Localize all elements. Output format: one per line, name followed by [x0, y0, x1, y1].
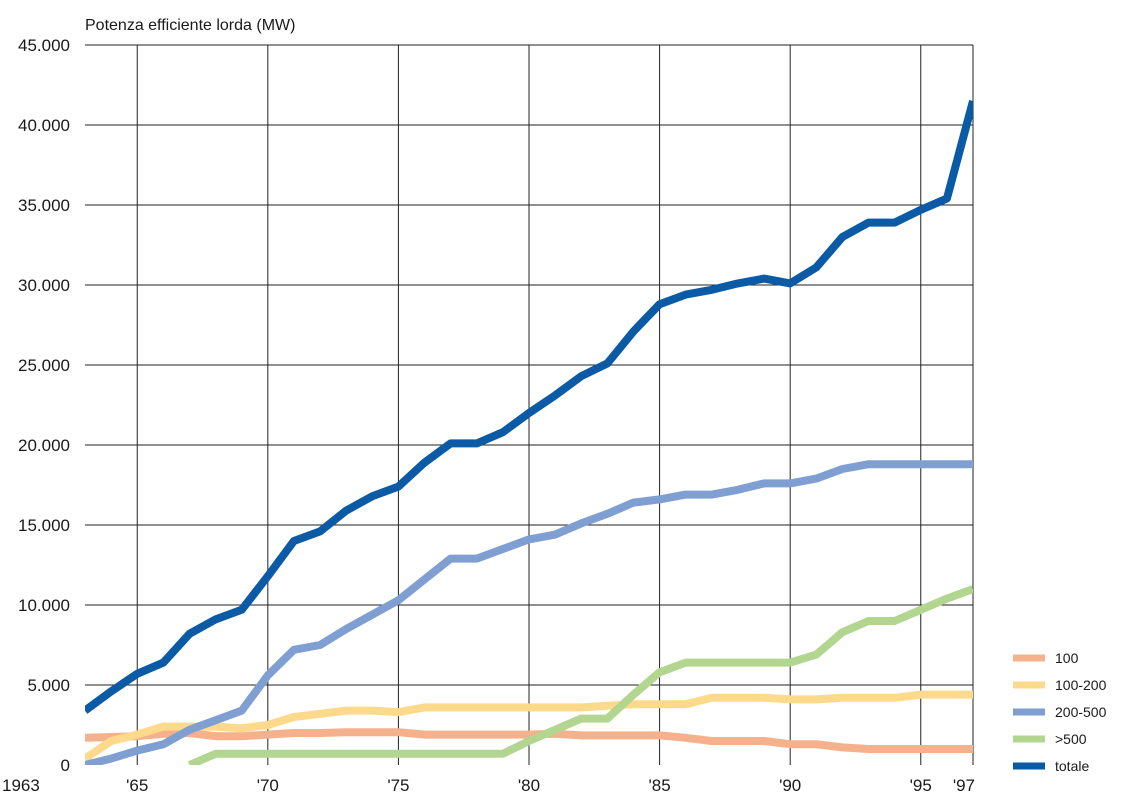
- x-tick-label: 1963: [2, 776, 40, 795]
- x-tick-label: '90: [779, 776, 801, 795]
- y-tick-label: 30.000: [18, 276, 70, 295]
- x-tick-label: '85: [649, 776, 671, 795]
- x-tick-label: '65: [126, 776, 148, 795]
- x-tick-label: '80: [518, 776, 540, 795]
- legend: 100 100-200 200-500 >500 totale: [1013, 650, 1107, 774]
- series-line-100: [85, 728, 973, 753]
- series-line-200-500: [85, 460, 973, 765]
- series-line-100-200: [85, 690, 973, 762]
- y-tick-label: 15.000: [18, 516, 70, 535]
- y-tick-label: 25.000: [18, 356, 70, 375]
- legend-label-totale: totale: [1055, 758, 1089, 774]
- x-tick-label: '95: [910, 776, 932, 795]
- series-lines: [85, 99, 973, 765]
- series-line->500: [187, 585, 973, 765]
- legend-label-100: 100: [1055, 650, 1079, 666]
- x-tick-label: '75: [387, 776, 409, 795]
- y-tick-label: 10.000: [18, 596, 70, 615]
- grid-lines: [85, 44, 974, 765]
- series-line-totale: [85, 99, 973, 714]
- legend-label-200-500: 200-500: [1055, 704, 1107, 720]
- legend-label-100-200: 100-200: [1055, 677, 1107, 693]
- legend-label->500: >500: [1055, 731, 1087, 747]
- y-axis-tick-labels: 0 5.000 10.000 15.000 20.000 25.000 30.000 35.0…: [18, 36, 70, 775]
- y-tick-label: 20.000: [18, 436, 70, 455]
- y-tick-label: 0: [61, 756, 70, 775]
- y-tick-label: 45.000: [18, 36, 70, 55]
- x-tick-label: '97: [953, 776, 975, 795]
- y-axis-title: Potenza efficiente lorda (MW): [85, 17, 295, 34]
- y-tick-label: 40.000: [18, 116, 70, 135]
- x-axis-tick-labels: 1963 '65 '70 '75 '80 '85 '90 '95 '97: [2, 776, 975, 795]
- y-tick-label: 35.000: [18, 196, 70, 215]
- x-tick-label: '70: [257, 776, 279, 795]
- y-tick-label: 5.000: [27, 676, 70, 695]
